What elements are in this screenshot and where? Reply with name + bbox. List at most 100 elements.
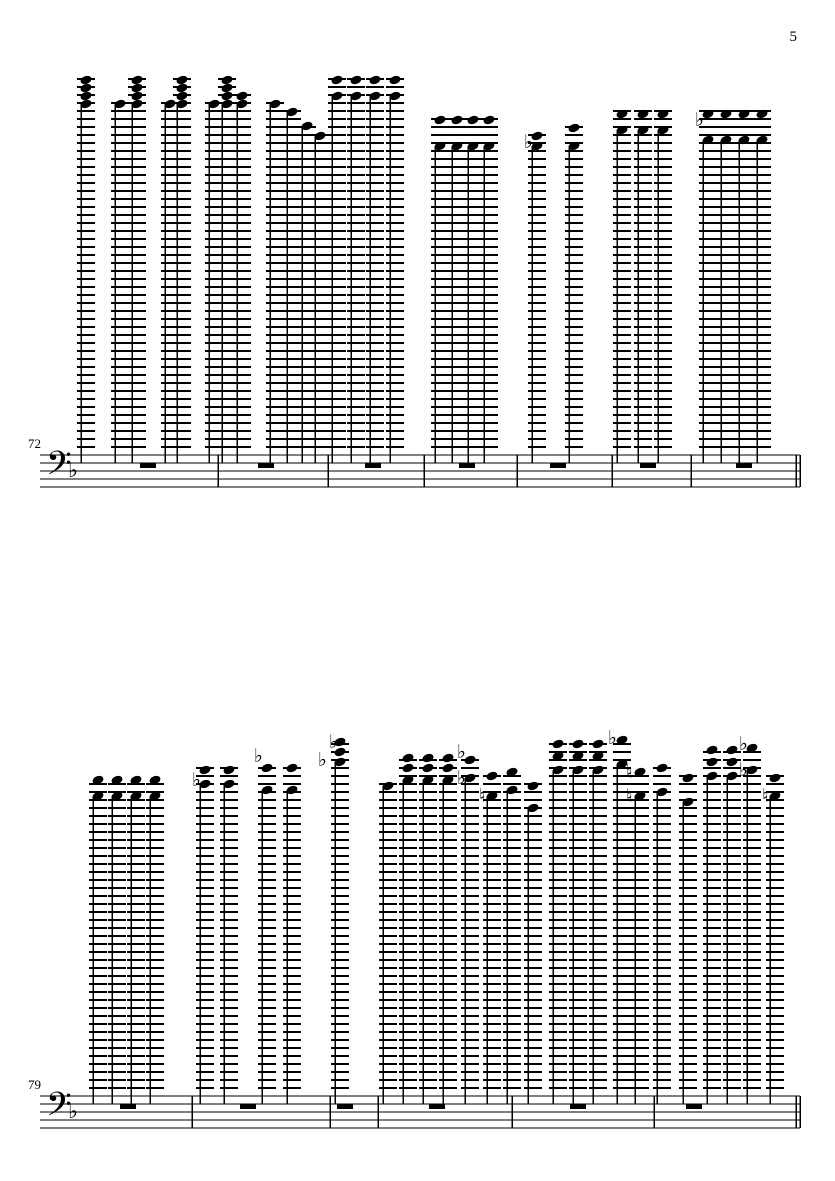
notehead [738, 109, 750, 119]
flat-accidental-icon: ♭ [608, 727, 617, 749]
notehead [422, 763, 434, 773]
notehead [451, 115, 463, 125]
notehead [221, 75, 233, 85]
notehead [350, 91, 362, 101]
notation-layer-system-1: 𝄢♭♭♭ [40, 75, 801, 491]
notehead [261, 785, 273, 795]
flat-accidental-icon: ♭ [524, 131, 533, 153]
notehead [223, 765, 235, 775]
flat-accidental-icon: ♭ [695, 109, 704, 131]
notehead [552, 751, 564, 761]
whole-rest [429, 1104, 445, 1109]
notehead [334, 747, 346, 757]
notehead [149, 791, 161, 801]
notehead [592, 751, 604, 761]
flat-accidental-icon: ♭ [254, 745, 263, 767]
whole-rest [736, 463, 752, 468]
notehead [634, 767, 646, 777]
notehead [572, 765, 584, 775]
notehead [350, 75, 362, 85]
notehead [111, 775, 123, 785]
notehead [402, 763, 414, 773]
notehead [221, 83, 233, 93]
notehead [720, 109, 732, 119]
notehead [568, 123, 580, 133]
flat-accidental-icon: ♭ [739, 759, 748, 781]
whole-rest [240, 1104, 256, 1109]
natural-accidental-icon: ♮ [626, 761, 633, 783]
notehead [506, 785, 518, 795]
notehead [422, 775, 434, 785]
notehead [389, 75, 401, 85]
notehead [80, 99, 92, 109]
notehead [464, 773, 476, 783]
notehead [434, 141, 446, 151]
notehead [464, 755, 476, 765]
notehead [616, 735, 628, 745]
notehead [483, 115, 495, 125]
notehead [434, 115, 446, 125]
notehead [451, 141, 463, 151]
notehead [331, 75, 343, 85]
notehead [483, 141, 495, 151]
notehead [314, 131, 326, 141]
notehead [467, 115, 479, 125]
notehead [286, 763, 298, 773]
notehead [221, 91, 233, 101]
whole-rest [570, 1104, 586, 1109]
notehead [706, 745, 718, 755]
notehead [422, 753, 434, 763]
notehead [334, 757, 346, 767]
notehead [506, 767, 518, 777]
notehead [176, 91, 188, 101]
notehead [442, 775, 454, 785]
whole-rest [686, 1104, 702, 1109]
notehead [301, 121, 313, 131]
key-signature-flat-icon: ♭ [68, 1099, 78, 1123]
notehead [164, 99, 176, 109]
notehead [637, 109, 649, 119]
notehead [92, 791, 104, 801]
notehead [130, 775, 142, 785]
notehead [616, 109, 628, 119]
flat-accidental-icon: ♭ [457, 767, 466, 789]
notehead [208, 99, 220, 109]
notehead [726, 771, 738, 781]
notehead [756, 109, 768, 119]
notehead [114, 99, 126, 109]
natural-accidental-icon: ♮ [626, 785, 633, 807]
notehead [702, 135, 714, 145]
notehead [706, 757, 718, 767]
notehead [656, 763, 668, 773]
notehead [756, 135, 768, 145]
notehead [769, 791, 781, 801]
notehead [442, 763, 454, 773]
notehead [592, 739, 604, 749]
notehead [527, 803, 539, 813]
notehead [131, 99, 143, 109]
notehead [334, 737, 346, 747]
notehead [131, 75, 143, 85]
notehead [552, 765, 564, 775]
notehead [634, 791, 646, 801]
notehead [286, 785, 298, 795]
notehead [572, 751, 584, 761]
notehead [236, 99, 248, 109]
notehead [199, 765, 211, 775]
whole-rest [337, 1104, 353, 1109]
notehead [552, 739, 564, 749]
notehead [746, 765, 758, 775]
notehead [176, 75, 188, 85]
notehead [706, 771, 718, 781]
whole-rest [120, 1104, 136, 1109]
notehead [80, 83, 92, 93]
whole-rest [365, 463, 381, 468]
whole-rest [258, 463, 274, 468]
notehead [527, 781, 539, 791]
notehead [236, 91, 248, 101]
measure-number-system-1: 72 [28, 436, 41, 451]
notehead [682, 773, 694, 783]
notehead [149, 775, 161, 785]
measure-number-system-2: 79 [28, 1077, 41, 1092]
